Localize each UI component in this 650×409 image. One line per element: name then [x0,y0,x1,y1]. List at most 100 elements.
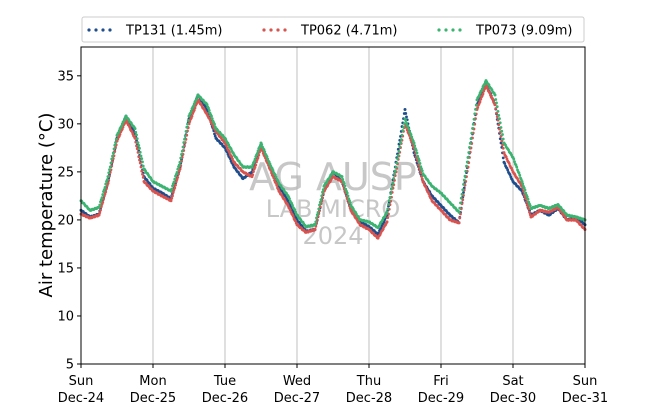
data-point [520,179,524,183]
data-point [250,165,254,169]
data-point [225,144,228,148]
data-point [513,160,516,164]
data-point [141,172,144,176]
data-point [402,125,405,129]
data-point [501,133,504,136]
y-axis-label: Air temperature (°C) [36,113,57,298]
data-point [517,171,521,175]
data-point [528,210,531,214]
data-point [271,168,275,172]
data-point [400,133,404,137]
data-point [97,205,101,209]
data-point [135,133,138,137]
data-point [224,137,228,141]
data-point [178,160,182,164]
data-point [394,165,398,169]
data-point [192,104,195,108]
data-point [501,137,505,141]
data-point [100,196,104,200]
data-point [476,106,480,109]
data-point [193,106,197,110]
data-point [508,173,512,176]
data-point [171,184,174,188]
data-point [457,221,461,225]
legend-marker [262,28,266,32]
data-point [101,193,105,196]
data-point [414,149,418,152]
data-point [397,149,401,153]
data-point [507,162,511,165]
x-tick-label-day: Sat [502,374,523,389]
data-point [481,92,485,96]
data-point [320,194,324,198]
data-point [488,91,492,95]
data-point [399,138,403,141]
y-tick-label: 35 [57,69,74,84]
data-point [252,160,256,163]
data-point [495,101,498,105]
data-point [385,210,389,214]
data-point [120,127,124,131]
data-point [388,196,392,199]
data-point [413,144,417,148]
data-point [465,160,469,164]
data-point [141,176,145,179]
data-point [108,165,112,169]
data-point [503,162,507,165]
plot-area-frame [80,46,586,365]
data-point [265,155,269,159]
data-point [457,210,461,214]
y-tick-label: 20 [57,213,74,228]
data-point [404,119,408,122]
data-point [462,183,465,186]
data-point [494,98,498,101]
x-tick-label-day: Sun [573,374,598,389]
data-point [205,103,209,107]
data-point [210,117,214,121]
legend-marker [94,28,98,32]
data-point [177,163,181,167]
data-point [252,170,255,174]
data-point [195,97,198,101]
data-point [139,154,143,158]
data-point [186,118,190,122]
data-point [291,204,294,207]
data-point [504,155,508,159]
data-point [315,216,318,220]
data-point [174,180,178,184]
data-point [391,181,395,185]
data-point [497,123,501,127]
data-point [213,132,216,136]
x-tick-label-day: Wed [283,374,311,389]
data-point [103,185,107,189]
data-point [178,167,182,171]
data-point [99,208,102,212]
data-point [133,127,137,131]
data-point [470,131,474,135]
data-point [417,159,421,162]
data-point [420,177,424,181]
legend-marker [451,28,455,32]
data-point [466,155,470,159]
data-point [321,190,324,194]
data-point [404,112,408,115]
data-point [97,213,101,217]
x-tick-label-date: Dec-26 [202,391,248,406]
data-point [273,173,277,177]
data-point [342,182,346,185]
data-point [415,151,419,155]
data-point [117,129,121,133]
data-point [468,146,471,149]
data-point [189,109,193,113]
data-point [459,196,463,200]
data-point [396,154,400,157]
data-point [134,140,138,144]
data-point [387,199,391,202]
x-tick-label-day: Mon [139,374,166,389]
data-point [272,176,276,180]
data-point [317,207,321,211]
data-point [141,164,145,168]
data-point [386,216,390,220]
data-point [254,163,258,167]
